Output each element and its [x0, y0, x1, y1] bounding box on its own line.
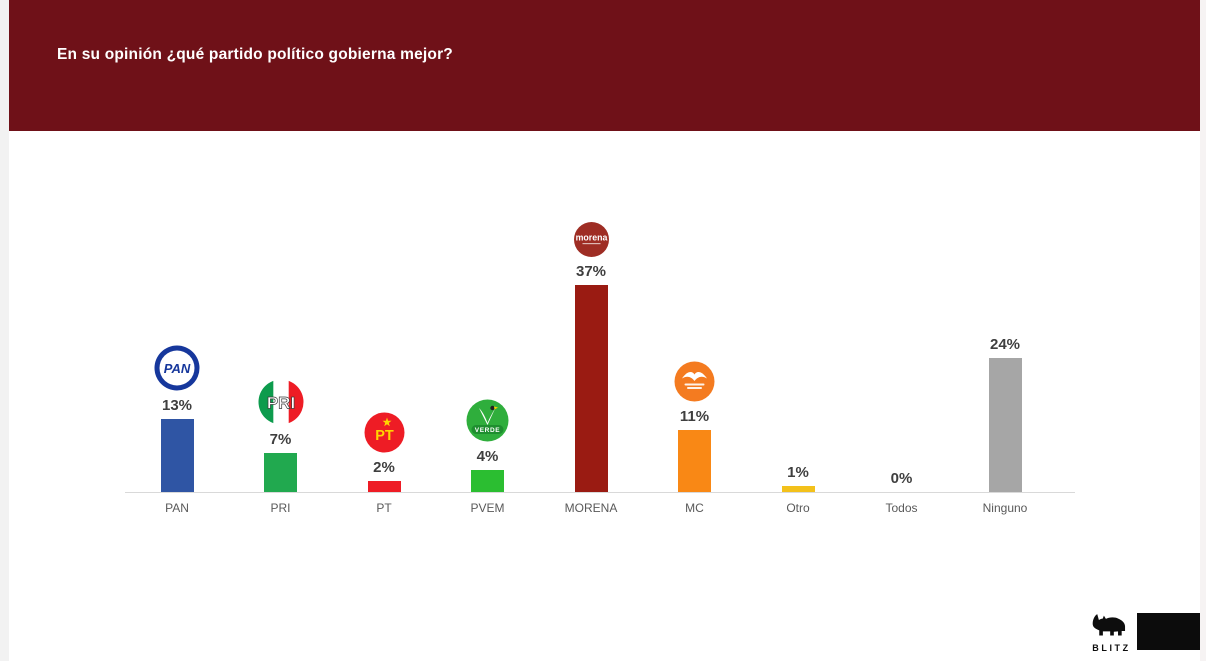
value-label-otro: 1% — [787, 464, 809, 481]
chart-column-mc: 11% — [643, 0, 747, 492]
question-title: En su opinión ¿qué partido político gobi… — [57, 46, 453, 63]
category-label-pri: PRI — [270, 501, 291, 515]
chart-column-pri: PRI 7% — [229, 0, 333, 492]
value-label-pt: 2% — [373, 459, 395, 476]
chart-column-todos: 0% — [850, 0, 954, 492]
blitz-logo: BLITZ — [1086, 610, 1134, 653]
pvem-party-logo-icon: VERDE — [466, 399, 509, 442]
category-label-pvem: PVEM — [470, 501, 505, 515]
svg-text:PT: PT — [375, 428, 394, 444]
chart-column-morena: morena 37% — [539, 0, 643, 492]
category-label-pan: PAN — [165, 501, 189, 515]
value-label-pan: 13% — [161, 397, 193, 414]
chart-column-pan: PAN 13% — [125, 0, 229, 492]
svg-text:morena: morena — [575, 233, 607, 243]
bar-pan — [160, 419, 194, 492]
pri-party-logo-icon: PRI — [258, 379, 304, 425]
chart-column-ninguno: 24% — [953, 0, 1057, 492]
value-label-morena: 37% — [575, 263, 607, 280]
category-label-ninguno: Ninguno — [982, 501, 1028, 515]
bar-pvem — [471, 470, 504, 492]
bar-ninguno — [988, 358, 1022, 492]
morena-party-logo-icon: morena — [573, 222, 609, 257]
blitz-wordmark: BLITZ — [1092, 643, 1131, 653]
bar-otro — [781, 486, 815, 492]
bar-morena — [574, 285, 608, 492]
x-axis-line — [125, 492, 1075, 493]
value-label-mc: 11% — [679, 408, 710, 425]
category-label-mc: MC — [685, 501, 704, 515]
bar-pri — [264, 453, 297, 492]
svg-text:PRI: PRI — [266, 394, 294, 413]
rhino-icon — [1088, 614, 1132, 645]
pan-party-logo-icon: PAN — [154, 345, 200, 391]
value-label-ninguno: 24% — [989, 336, 1021, 353]
value-label-todos: 0% — [890, 470, 913, 487]
left-edge-strip — [0, 0, 9, 661]
svg-text:PAN: PAN — [164, 361, 191, 376]
value-label-pri: 7% — [269, 431, 292, 448]
bar-mc — [678, 430, 711, 492]
question-banner: En su opinión ¿qué partido político gobi… — [9, 0, 1200, 131]
category-label-morena: MORENA — [564, 501, 618, 515]
value-label-pvem: 4% — [476, 448, 499, 465]
category-label-pt: PT — [376, 501, 392, 515]
right-edge-strip — [1200, 0, 1206, 661]
chart-column-pt: PT 2% — [332, 0, 436, 492]
bar-pt — [367, 481, 401, 492]
black-box — [1137, 613, 1200, 650]
svg-text:VERDE: VERDE — [475, 427, 500, 434]
chart-column-pvem: VERDE 4% — [436, 0, 540, 492]
pt-party-logo-icon: PT — [364, 412, 405, 453]
category-label-otro: Otro — [786, 501, 810, 515]
category-label-todos: Todos — [885, 501, 918, 515]
chart-column-otro: 1% — [746, 0, 850, 492]
mc-party-logo-icon — [674, 361, 715, 402]
